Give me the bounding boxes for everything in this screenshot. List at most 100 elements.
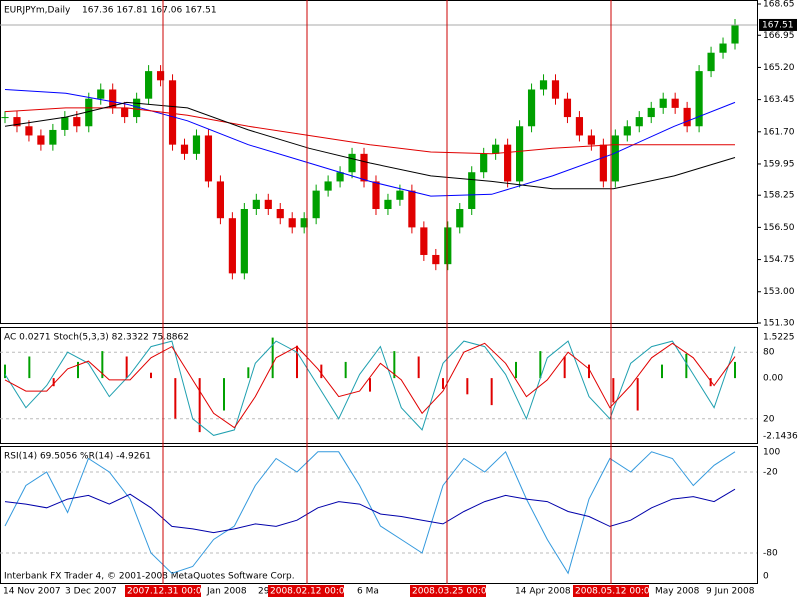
date-label: Jan 2008: [206, 587, 247, 597]
moving-average: [4, 89, 736, 197]
last-price-box: [759, 18, 797, 31]
moving-average: [4, 107, 735, 155]
candle: [61, 117, 69, 130]
ac-panel: [0, 327, 758, 444]
candle: [408, 190, 416, 228]
candle: [228, 218, 236, 274]
candle: [216, 181, 224, 219]
candle: [611, 135, 619, 182]
wpr-tick-label: -20: [763, 468, 778, 478]
stoch-main: [4, 340, 736, 436]
ac-label: AC 0.0271 Stoch(5,3,3) 82.3322 75.8862: [4, 333, 189, 343]
footer: Interbank FX Trader 4, © 2001-2008 MetaQ…: [4, 572, 295, 582]
candle: [707, 52, 715, 72]
date-highlight: [268, 585, 344, 597]
candle: [49, 129, 57, 145]
candle: [671, 98, 679, 108]
candle: [240, 209, 248, 274]
rsi-tick-label: 0: [763, 572, 769, 582]
candle: [396, 190, 404, 200]
candle: [731, 24, 739, 44]
price-panel: [0, 0, 758, 324]
candle: [575, 117, 584, 136]
price-tick-label: 154.75: [763, 255, 795, 265]
candle: [73, 117, 81, 127]
candle: [563, 98, 572, 118]
candle: [480, 153, 488, 173]
date-label: 9 Jun 2008: [706, 587, 755, 597]
highlighted-date: 2007.12.31 00:00: [127, 587, 208, 597]
candle: [516, 126, 524, 182]
candle: [635, 117, 643, 127]
date-label: 6 Ma: [357, 587, 379, 597]
candle: [527, 89, 536, 127]
date-label: 3 Dec 2007: [65, 587, 117, 597]
price-tick-label: 156.50: [763, 223, 795, 233]
price-tick-label: 163.45: [763, 95, 795, 105]
price-tick-label: 158.25: [763, 191, 795, 201]
rsi-label: RSI(14) 69.5056 %R(14) -4.9261: [4, 452, 151, 462]
candle: [252, 199, 260, 210]
wpr-line: [4, 450, 736, 575]
rsi-tick-label: 100: [763, 448, 780, 458]
last-price: 167.51: [762, 20, 794, 30]
candle: [551, 80, 560, 99]
candle: [659, 98, 667, 108]
candle: [599, 144, 607, 182]
candle: [539, 80, 548, 90]
candle: [145, 71, 153, 99]
date-label: 14 Apr 2008: [515, 587, 571, 597]
date-highlight: [573, 585, 649, 597]
candle: [420, 227, 428, 255]
highlighted-date: 2008.03.25 00:00: [412, 587, 493, 597]
candle: [444, 227, 452, 265]
candle: [504, 144, 512, 182]
price-tick-label: 153.00: [763, 287, 795, 297]
highlighted-date: 2008.05.12 00:00: [575, 587, 656, 597]
candle: [312, 190, 320, 219]
candle: [13, 117, 21, 127]
candle: [192, 135, 201, 154]
symbol: EURJPYm,Daily: [4, 6, 71, 16]
candle: [1, 117, 9, 119]
wpr-tick-label: -80: [763, 549, 778, 559]
ohlc: 167.36 167.81 167.06 167.51: [82, 6, 217, 16]
candle: [456, 209, 464, 228]
candle: [336, 172, 344, 182]
date-highlight: [125, 585, 201, 597]
highlighted-date: 2008.02.12 00:00: [270, 587, 351, 597]
candle: [121, 107, 129, 118]
candle: [180, 144, 189, 154]
candle: [264, 199, 272, 210]
candle: [695, 71, 703, 127]
price-tick-label: 168.65: [763, 0, 795, 10]
rsi-line: [4, 488, 736, 534]
candle: [276, 209, 284, 219]
candle: [647, 107, 655, 118]
candle: [384, 199, 392, 210]
ac-tick-label: 0.00: [763, 374, 783, 384]
ac-tick-label: 1.5225: [763, 333, 795, 343]
candle: [372, 181, 380, 210]
date-label: May 2008: [655, 587, 700, 597]
moving-average: [4, 101, 736, 190]
candle: [432, 254, 440, 265]
price-tick-label: 165.20: [763, 63, 795, 73]
candle: [204, 135, 213, 182]
ac-tick-label: -2.1436: [763, 432, 798, 442]
candle: [133, 98, 141, 118]
candle: [683, 107, 691, 127]
candle: [109, 89, 117, 108]
candle: [97, 89, 105, 99]
candle: [348, 153, 356, 173]
price-tick-label: 166.95: [763, 31, 795, 41]
candle: [156, 71, 165, 81]
candle: [587, 135, 595, 145]
price-tick-label: 161.70: [763, 127, 795, 137]
candle: [719, 43, 727, 53]
candle: [25, 126, 33, 136]
stoch-tick-label: 80: [763, 348, 775, 358]
candle: [468, 172, 476, 210]
candle: [288, 218, 296, 228]
